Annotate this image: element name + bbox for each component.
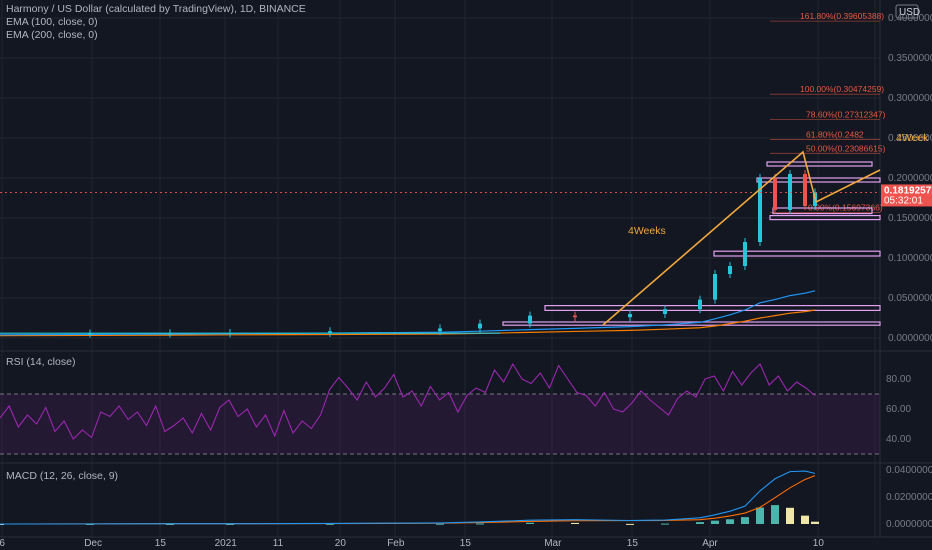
price-tick-label: 0.10000000 (888, 253, 932, 264)
macd-histogram-bar (726, 519, 734, 524)
annotation-4week-right: 4Week (896, 132, 929, 144)
last-price-label: 0.18192571 (884, 185, 932, 196)
rsi-line (0, 362, 816, 440)
legend-main: Harmony / US Dollar (calculated by Tradi… (6, 3, 306, 42)
fib-label: 100.00%(0.30474259) (800, 84, 884, 94)
rsi-legend: RSI (14, close) (6, 356, 76, 368)
currency-badge (895, 4, 919, 19)
candle-body (758, 178, 762, 242)
macd-histogram-bar (226, 524, 234, 525)
time-tick-label: 15 (460, 538, 472, 549)
ema100-legend: EMA (100, close, 0) (6, 16, 98, 28)
rsi-band (0, 394, 880, 454)
macd-histogram-bar (811, 521, 819, 524)
macd-histogram-bar (801, 515, 809, 524)
ema200-line (0, 309, 816, 337)
candle-body (728, 266, 732, 274)
macd-histogram-bar (626, 523, 634, 525)
time-tick-label: 11 (273, 538, 284, 549)
rsi-tick-label: 40.00 (886, 434, 911, 445)
price-tick-label: 0.25000000 (888, 133, 932, 144)
rsi-tick-label: 80.00 (886, 374, 911, 385)
candle-body (788, 174, 792, 210)
time-tick-label: 2021 (215, 538, 238, 549)
candle-body (168, 333, 172, 335)
ema200-legend: EMA (200, close, 0) (6, 29, 98, 41)
candle-body (528, 315, 532, 324)
fib-label: 61.80%(0.2482 (806, 129, 864, 139)
projection-line (602, 150, 881, 326)
fib-label: 50.00%(0.23086615) (806, 143, 886, 153)
macd-histogram-bar (756, 507, 764, 524)
price-zone (772, 207, 873, 215)
price-zone (756, 177, 881, 183)
macd-legend: MACD (12, 26, close, 9) (6, 470, 119, 482)
last-price-tag (881, 184, 932, 207)
candle-body (698, 299, 702, 310)
candle-body (803, 174, 807, 206)
price-zone (769, 215, 881, 221)
price-tick-label: 0.05000000 (888, 293, 932, 304)
fib-label: 161.80%(0.39605388) (800, 11, 884, 21)
price-zone (502, 321, 881, 326)
macd-histogram-bar (771, 505, 779, 524)
candle-body (773, 178, 777, 210)
currency-label: USD (899, 7, 920, 18)
macd-histogram-bar (326, 523, 334, 525)
macd-histogram-bar (786, 507, 794, 524)
time-tick-label: Feb (387, 538, 405, 549)
price-tick-label: 0.30000000 (888, 93, 932, 104)
candle-body (663, 309, 667, 314)
price-tick-label: 0.35000000 (888, 53, 932, 64)
candle-body (438, 328, 442, 332)
macd-histogram-bar (476, 523, 484, 525)
macd-tick-label: 0.00000000 (886, 519, 932, 530)
candle-body (328, 331, 332, 334)
macd-histogram-bar (526, 522, 534, 524)
macd-histogram-bar (86, 524, 94, 525)
time-tick-label: Apr (702, 538, 718, 549)
macd-histogram-bar (741, 517, 749, 524)
macd-line (0, 470, 816, 525)
macd-histogram-bar (166, 524, 174, 525)
time-tick-label: Mar (544, 538, 562, 549)
candle-body (478, 323, 482, 329)
price-tick-label: 0.00000000 (888, 333, 932, 344)
price-zone (766, 161, 873, 167)
time-tick-label: 10 (813, 538, 825, 549)
macd-histogram-bar (661, 523, 669, 525)
time-tick-label: Dec (84, 538, 102, 549)
candle-body (88, 333, 92, 335)
time-tick-label: 15 (155, 538, 167, 549)
main-title: Harmony / US Dollar (calculated by Tradi… (6, 3, 306, 15)
macd-histogram-bar (436, 523, 444, 525)
candle-body (743, 242, 747, 266)
rsi-tick-label: 60.00 (886, 404, 911, 415)
price-zone (544, 305, 881, 312)
macd-histogram-bar (571, 522, 579, 524)
macd-histogram-bar (711, 520, 719, 524)
fib-label: 78.60%(0.27312347) (806, 110, 886, 120)
time-tick-label: 6 (0, 538, 5, 549)
price-zone (713, 250, 881, 257)
time-tick-label: 20 (335, 538, 347, 549)
candle-body (573, 315, 577, 318)
time-tick-label: 15 (627, 538, 639, 549)
countdown-label: 05:32:01 (884, 195, 923, 206)
price-tick-label: 0.20000000 (888, 173, 932, 184)
macd-histogram-bar (696, 522, 704, 524)
macd-signal-line (0, 475, 816, 525)
price-tick-label: 0.15000000 (888, 213, 932, 224)
candle-body (628, 314, 632, 318)
annotation-4weeks: 4Weeks (628, 225, 666, 237)
candle-body (713, 274, 717, 300)
